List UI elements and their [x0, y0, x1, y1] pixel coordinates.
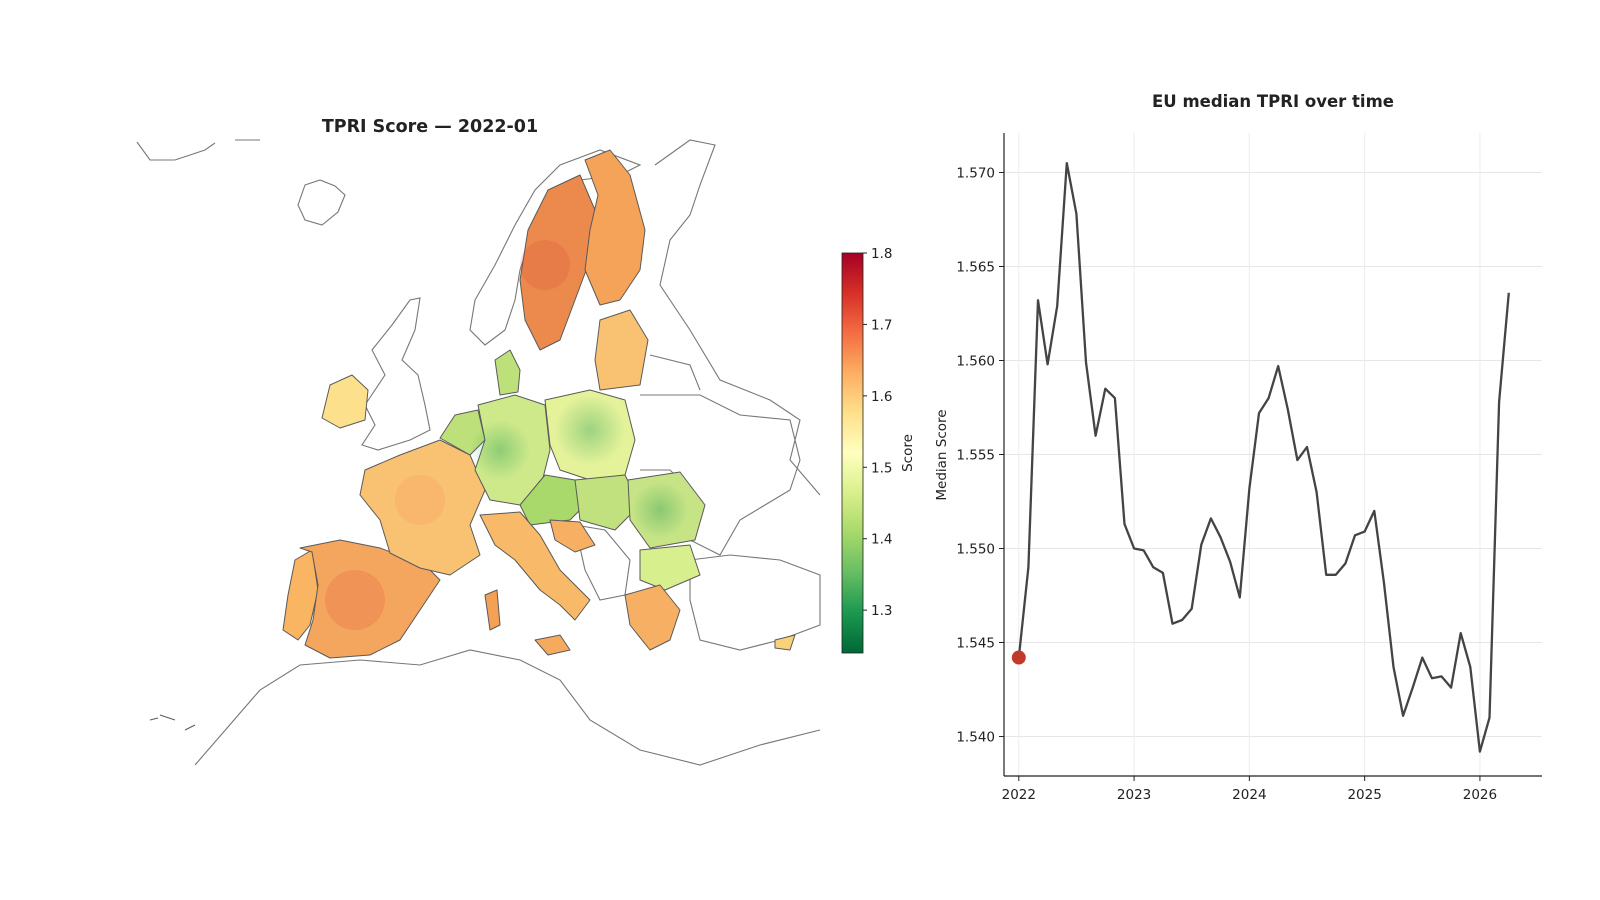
- region-bulgaria: [639, 544, 701, 591]
- colorbar: 1.3 1.4 1.5 1.6 1.7 1.8 Score: [841, 246, 916, 654]
- y-tick-label: 1.555: [956, 448, 995, 464]
- region-azores-madeira: [149, 714, 196, 731]
- colorbar-tick-label: 1.4: [871, 532, 892, 548]
- y-axis-ticks: 1.540 1.545 1.550 1.555 1.560 1.565 1.570: [956, 165, 1004, 746]
- russia-east-outline: [649, 139, 821, 496]
- colorbar-label: Score: [900, 434, 916, 472]
- x-tick-label: 2025: [1347, 787, 1381, 803]
- colorbar-gradient: [841, 252, 864, 654]
- region-spain: [299, 539, 441, 659]
- map-texture: [325, 240, 688, 630]
- x-tick-label: 2024: [1232, 787, 1266, 803]
- y-tick-label: 1.545: [956, 636, 995, 652]
- current-point-marker: [1011, 650, 1026, 665]
- line-chart-title: EU median TPRI over time: [1152, 92, 1394, 111]
- region-sardinia-corsica: [484, 589, 501, 631]
- colorbar-tick-label: 1.5: [871, 460, 892, 476]
- region-france: [359, 439, 486, 576]
- x-tick-label: 2023: [1117, 787, 1151, 803]
- region-greece: [624, 584, 681, 651]
- region-sicily: [534, 634, 571, 656]
- y-tick-label: 1.560: [956, 353, 995, 369]
- y-tick-label: 1.565: [956, 259, 995, 275]
- region-cyprus: [774, 634, 796, 651]
- line-chart: 1.540 1.545 1.550 1.555 1.560 1.565 1.570 2022…: [934, 133, 1542, 803]
- map-title: TPRI Score — 2022-01: [322, 117, 538, 137]
- y-axis-label: Median Score: [934, 409, 950, 500]
- x-axis-ticks: 2022 2023 2024 2025 2026: [1002, 776, 1497, 803]
- europe-map: [136, 139, 821, 766]
- region-denmark: [494, 349, 521, 396]
- region-italy: [479, 511, 591, 621]
- region-finland: [584, 149, 646, 306]
- region-baltics: [594, 309, 649, 391]
- x-tick-label: 2026: [1463, 787, 1497, 803]
- colorbar-tick-label: 1.7: [871, 317, 892, 333]
- colorbar-tick-label: 1.8: [871, 246, 892, 262]
- colorbar-tick-label: 1.3: [871, 603, 892, 619]
- greenland-edge-outline: [136, 139, 260, 161]
- north-africa-outline: [194, 649, 821, 766]
- series-line: [1017, 161, 1510, 753]
- iceland-outline: [297, 179, 346, 226]
- y-tick-label: 1.550: [956, 542, 995, 558]
- turkey-outline: [689, 554, 821, 651]
- y-tick-label: 1.570: [956, 165, 995, 181]
- x-tick-label: 2022: [1002, 787, 1036, 803]
- y-tick-label: 1.540: [956, 730, 995, 746]
- region-sweden: [519, 174, 596, 351]
- region-hungary-slovakia: [574, 474, 641, 531]
- region-croatia-slovenia: [549, 519, 596, 553]
- chart-grid: [1004, 133, 1542, 776]
- colorbar-ticks: 1.3 1.4 1.5 1.6 1.7 1.8: [863, 246, 892, 619]
- uk-outline: [361, 297, 431, 451]
- colorbar-tick-label: 1.6: [871, 389, 892, 405]
- region-ireland: [321, 374, 369, 429]
